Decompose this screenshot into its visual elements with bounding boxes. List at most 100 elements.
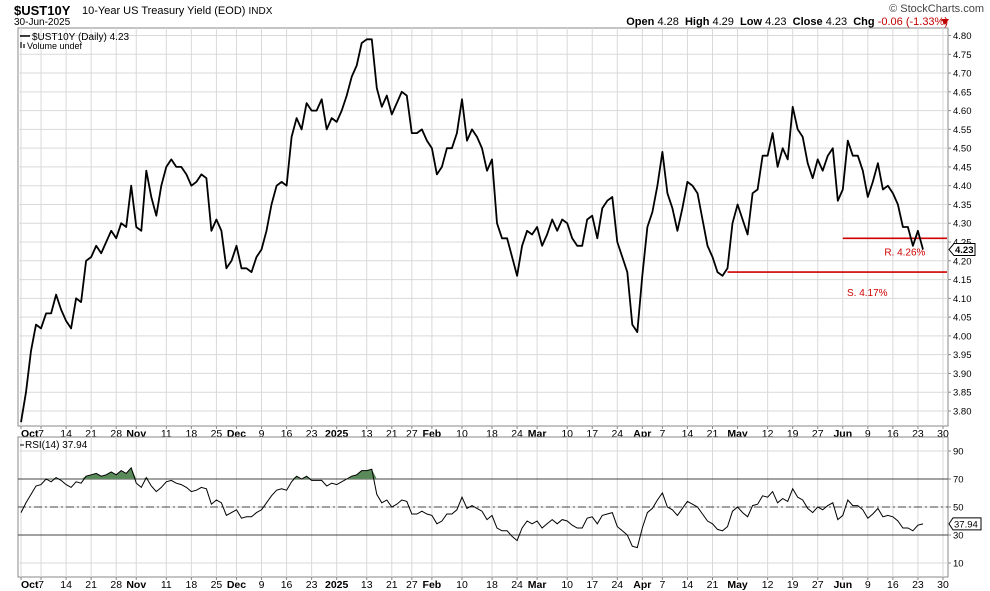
x-tick-label: 9 bbox=[865, 428, 871, 440]
last-rsi-label: 37.94 bbox=[954, 519, 978, 530]
chg-label: Chg bbox=[853, 16, 875, 28]
description-text: 10-Year US Treasury Yield (EOD) bbox=[82, 5, 246, 17]
y-tick-label: 4.30 bbox=[953, 219, 972, 230]
x-tick-label: 12 bbox=[762, 428, 774, 440]
x-tick-label: 18 bbox=[486, 579, 498, 591]
ohlc-readout: Open 4.28 High 4.29 Low 4.23 Close 4.23 … bbox=[626, 16, 948, 28]
x-tick-label: 23 bbox=[912, 579, 924, 591]
x-tick-label: 13 bbox=[361, 428, 373, 440]
chart-date: 30-Jun-2025 bbox=[14, 17, 71, 28]
x-tick-label: 9 bbox=[259, 428, 265, 440]
x-tick-label: 9 bbox=[865, 579, 871, 591]
y-tick-label: 50 bbox=[953, 503, 964, 514]
y-tick-label: 3.80 bbox=[953, 406, 972, 417]
x-tick-label: Nov bbox=[126, 579, 146, 591]
last-rsi-tag bbox=[948, 517, 982, 531]
x-tick-label: 14 bbox=[682, 579, 694, 591]
x-tick-label: 18 bbox=[186, 428, 198, 440]
x-tick-label: Mar bbox=[528, 579, 547, 591]
rsi-panel[interactable]: 90 70 50 30 10 37.94 bbox=[17, 436, 982, 578]
x-tick-label: 10 bbox=[456, 579, 468, 591]
volume-bars-icon-2 bbox=[23, 44, 25, 48]
open-label: Open bbox=[626, 16, 655, 28]
x-tick-label: May bbox=[727, 579, 748, 591]
x-tick-label: 21 bbox=[707, 579, 719, 591]
price-panel[interactable]: 4.80 4.75 4.70 4.65 4.60 4.55 4.50 4.45 4.40 4.35… bbox=[17, 27, 976, 427]
x-tick-label: 12 bbox=[762, 579, 774, 591]
y-tick-label: 4.35 bbox=[953, 200, 972, 211]
x-tick-label: 27 bbox=[406, 428, 418, 440]
y-tick-label: 4.25 bbox=[953, 238, 972, 249]
x-tick-label: 14 bbox=[60, 579, 72, 591]
x-tick-label: 17 bbox=[586, 428, 598, 440]
y-tick-label: 4.10 bbox=[953, 294, 972, 305]
x-tick-label: 7 bbox=[38, 579, 44, 591]
rsi-legend: RSI(14) 37.94 bbox=[20, 440, 88, 451]
x-tick-label: Apr bbox=[633, 579, 651, 591]
x-tick-label: 30 bbox=[937, 428, 949, 440]
rsi-series-line bbox=[20, 466, 924, 549]
x-tick-label: 21 bbox=[386, 428, 398, 440]
y-tick-label: 4.45 bbox=[953, 162, 972, 173]
y-tick-label: 4.70 bbox=[953, 69, 972, 80]
y-tick-label: 4.60 bbox=[953, 106, 972, 117]
x-tick-label: 10 bbox=[561, 579, 573, 591]
x-tick-label: 28 bbox=[110, 428, 122, 440]
y-tick-label: 4.55 bbox=[953, 125, 972, 136]
x-tick-label: 18 bbox=[186, 579, 198, 591]
x-tick-label: 27 bbox=[812, 428, 824, 440]
x-tick-label: 9 bbox=[259, 579, 265, 591]
y-tick-label: 4.00 bbox=[953, 331, 972, 342]
x-tick-label: 27 bbox=[812, 579, 824, 591]
x-tick-label: 17 bbox=[586, 579, 598, 591]
y-tick-label: 4.05 bbox=[953, 313, 972, 324]
x-tick-label: 28 bbox=[110, 579, 122, 591]
down-arrow-icon bbox=[941, 19, 949, 25]
last-price-tag bbox=[948, 243, 976, 257]
y-tick-label: 4.50 bbox=[953, 144, 972, 155]
x-tick-label: 21 bbox=[85, 579, 97, 591]
volume-bars-icon bbox=[20, 42, 22, 48]
x-tick-label: 27 bbox=[406, 579, 418, 591]
y-tick-label: 30 bbox=[953, 531, 964, 542]
y-tick-label: 90 bbox=[953, 447, 964, 458]
y-tick-label: 4.65 bbox=[953, 87, 972, 98]
close-value: 4.23 bbox=[825, 16, 848, 28]
stockcharts-logo: © StockCharts.com bbox=[889, 3, 984, 15]
x-tick-label: 10 bbox=[456, 428, 468, 440]
y-tick-label: 10 bbox=[953, 559, 964, 570]
price-legend-label: $UST10Y (Daily) 4.23 bbox=[32, 32, 130, 43]
x-tick-label: 25 bbox=[211, 428, 223, 440]
x-tick-label: 13 bbox=[361, 579, 373, 591]
x-tick-label: 16 bbox=[887, 428, 899, 440]
y-tick-label: 4.75 bbox=[953, 50, 972, 61]
y-tick-label: 3.85 bbox=[953, 388, 972, 399]
x-tick-label: Jun bbox=[833, 579, 852, 591]
x-tick-label: 10 bbox=[561, 428, 573, 440]
x-tick-label: 21 bbox=[386, 579, 398, 591]
x-tick-label: 30 bbox=[937, 579, 949, 591]
x-tick-label: 24 bbox=[511, 428, 523, 440]
x-tick-label: 16 bbox=[887, 579, 899, 591]
volume-legend-label: Volume undef bbox=[27, 41, 83, 51]
low-value: 4.23 bbox=[765, 16, 787, 28]
low-label: Low bbox=[740, 16, 763, 28]
panel-frame bbox=[17, 27, 949, 427]
x-tick-label: 24 bbox=[611, 579, 623, 591]
x-tick-label: 11 bbox=[161, 428, 172, 440]
rsi-x-axis: Oct 7 14 21 28 Nov 11 18 25 Dec 9 16 23 2025 13 21 27 Feb… bbox=[20, 577, 949, 591]
x-tick-label: 23 bbox=[306, 428, 318, 440]
y-tick-label: 4.15 bbox=[953, 275, 972, 286]
last-price-label: 4.23 bbox=[955, 245, 974, 256]
x-tick-label: 16 bbox=[281, 579, 293, 591]
y-tick-label: 70 bbox=[953, 475, 964, 486]
x-tick-label: 19 bbox=[787, 579, 799, 591]
x-tick-label: 14 bbox=[60, 428, 72, 440]
rsi-legend-label: RSI(14) 37.94 bbox=[25, 440, 88, 451]
x-tick-label: Oct bbox=[21, 579, 39, 591]
x-tick-label: 16 bbox=[281, 428, 293, 440]
chg-value: -0.06 (-1.33%) bbox=[877, 16, 948, 28]
price-series-line bbox=[20, 38, 924, 423]
x-tick-label: 2025 bbox=[325, 579, 349, 591]
